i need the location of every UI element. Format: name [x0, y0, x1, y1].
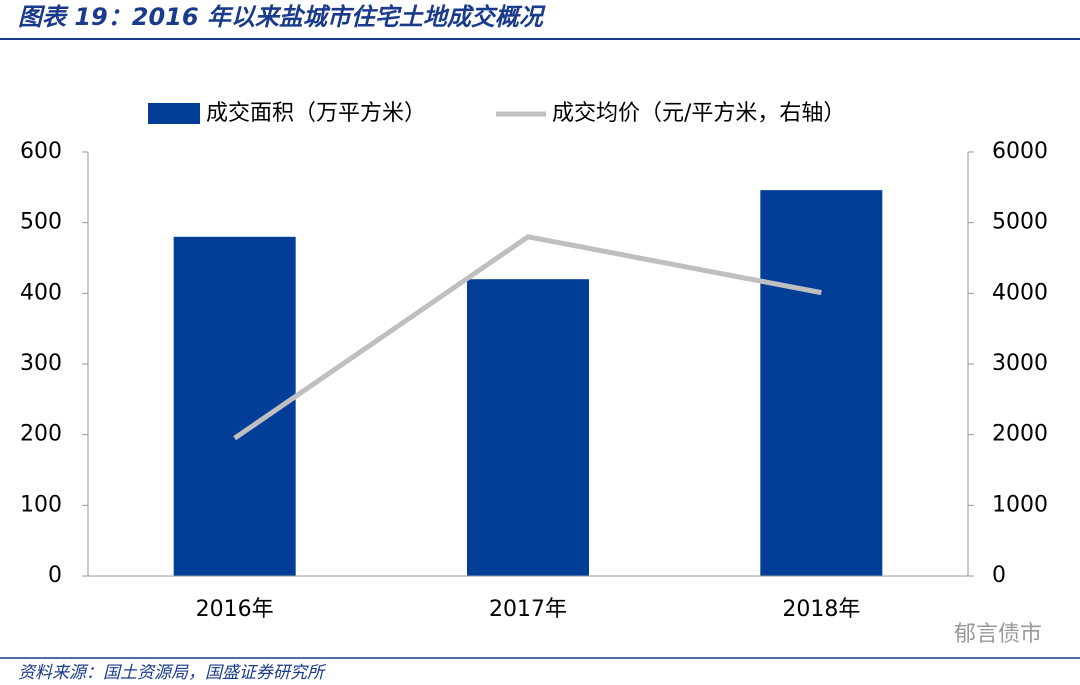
legend-label: 成交均价（元/平方米，右轴） [552, 101, 845, 126]
bar [760, 190, 883, 576]
legend-swatch [148, 103, 200, 124]
x-tick-label: 2018年 [782, 597, 860, 622]
y2-tick-label: 5000 [992, 210, 1048, 235]
y-tick-label: 500 [20, 210, 62, 235]
source: 资料来源：国土资源局，国盛证券研究所 [18, 663, 327, 683]
y2-tick-label: 6000 [992, 139, 1048, 164]
y-tick-label: 400 [20, 280, 62, 305]
x-tick-label: 2016年 [196, 597, 274, 622]
y2-tick-label: 0 [992, 563, 1006, 588]
y2-tick-label: 4000 [992, 280, 1048, 305]
y-tick-label: 300 [20, 351, 62, 376]
watermark: 郁言债市 [954, 622, 1042, 647]
y-tick-label: 100 [20, 492, 62, 517]
y-tick-label: 0 [48, 563, 62, 588]
bar [173, 236, 296, 577]
y-tick-label: 200 [20, 422, 62, 447]
legend-label: 成交面积（万平方米） [206, 101, 426, 126]
line [233, 234, 822, 441]
x-tick-label: 2017年 [489, 597, 567, 622]
bar [467, 279, 589, 576]
y2-tick-label: 2000 [992, 422, 1048, 447]
chart-title: 图表 19：2016 年以来盐城市住宅土地成交概况 [18, 3, 546, 31]
y2-tick-label: 1000 [992, 492, 1048, 517]
y2-tick-label: 3000 [992, 351, 1048, 376]
y-tick-label: 600 [20, 139, 62, 164]
